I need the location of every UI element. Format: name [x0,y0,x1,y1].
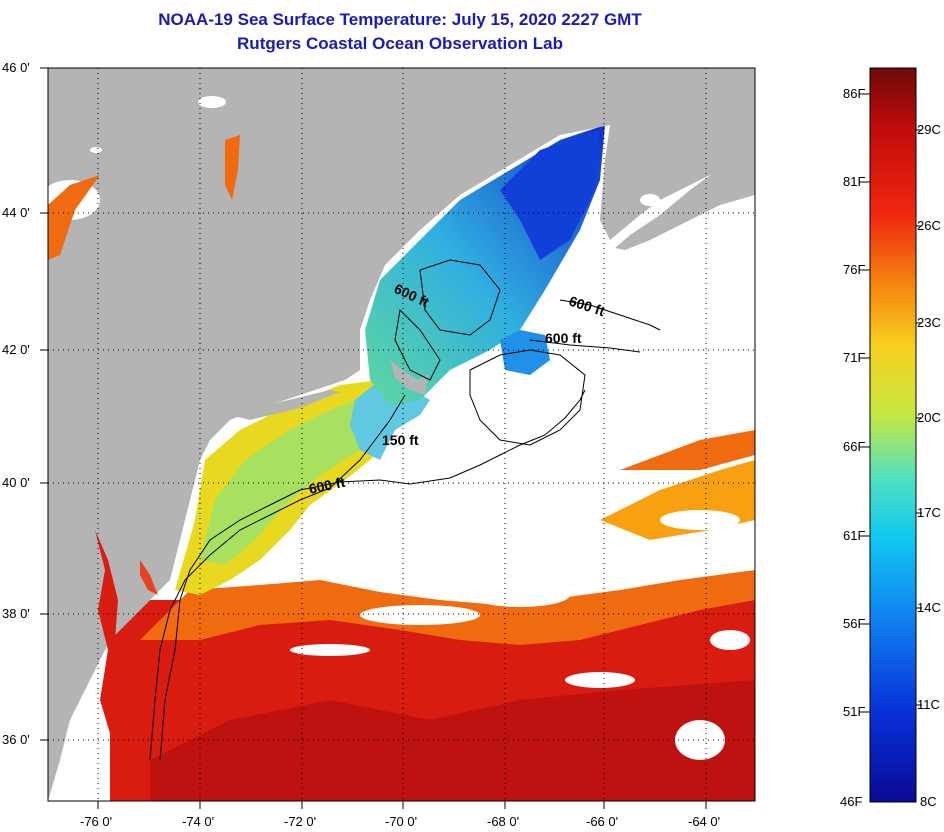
delaware-bay [140,560,158,595]
colorbar-label-f: 66F [843,439,865,454]
lon-tick-label: -74 0' [182,814,214,829]
warm-slope-water [620,430,755,470]
lat-tick-label: 42 0' [2,342,30,357]
graticule [48,68,755,801]
colorbar-label-f: 51F [843,704,865,719]
contour-label: 150 ft [382,432,419,448]
lat-tick-label: 44 0' [2,205,30,220]
colorbar [869,67,917,803]
colorbar-label-f: 86F [843,86,865,101]
contour-gom-basins [419,259,501,336]
colorbar-label-c: 20C [917,410,941,425]
colorbar-label-f: 56F [843,616,865,631]
inland-lake-warm [48,135,240,260]
cloud-patches [290,510,750,760]
lat-tick-label: 38 0' [2,606,30,621]
land-cape-cod [390,360,428,395]
colorbar-label-f: 81F [843,174,865,189]
colorbar-label-c: 14C [917,600,941,615]
chart-title: NOAA-19 Sea Surface Temperature: July 15… [158,10,642,29]
gulf-stream-core [150,680,755,801]
colorbar-label-c: 17C [917,505,941,520]
colorbar-label-c: 8C [920,794,937,809]
colorbar-label-c: 23C [917,315,941,330]
colorbar-label-c: 11C [917,697,940,712]
chesapeake-bay [95,530,122,770]
lon-tick-label: -70 0' [385,814,417,829]
map-area [48,68,755,801]
lon-tick-label: -76 0' [80,814,112,829]
lon-tick-label: -66 0' [586,814,618,829]
depth-contours [149,259,661,761]
land-long-island [230,390,340,420]
colorbar-label-f: 71F [843,350,865,365]
lat-tick-label: 46 0' [2,60,30,75]
land-us-east-coast [48,68,755,801]
lon-tick-label: -72 0' [284,814,316,829]
contour-150ft [149,394,406,761]
colorbar-label-f: 46F [840,794,862,809]
colorbar-label-f: 76F [843,262,865,277]
lon-tick-label: -64 0' [688,814,720,829]
colorbar-label-c: 29C [917,122,941,137]
contour-georges [469,349,586,446]
chart-subtitle: Rutgers Coastal Ocean Observation Lab [237,34,563,53]
map-frame [47,67,756,802]
lon-tick-label: -68 0' [487,814,519,829]
contour-600ft-ne [529,339,641,353]
contour-600ft-gom [559,299,661,331]
contour-label: 600 ft [307,474,346,497]
mid-atlantic-shelf-cool [200,395,385,565]
axis-ticks [40,67,707,809]
lat-tick-label: 36 0' [2,732,30,747]
contour-label: 600 ft [545,330,582,346]
colorbar-label-f: 61F [843,528,865,543]
contour-gom-basins [394,308,441,381]
contour-600ft [159,389,586,761]
cold-coastal-water [500,130,600,260]
colorbar-label-c: 26C [917,218,941,233]
lat-tick-label: 40 0' [2,475,30,490]
colorbar-ticks [862,93,922,713]
land-nova-scotia [615,150,755,250]
